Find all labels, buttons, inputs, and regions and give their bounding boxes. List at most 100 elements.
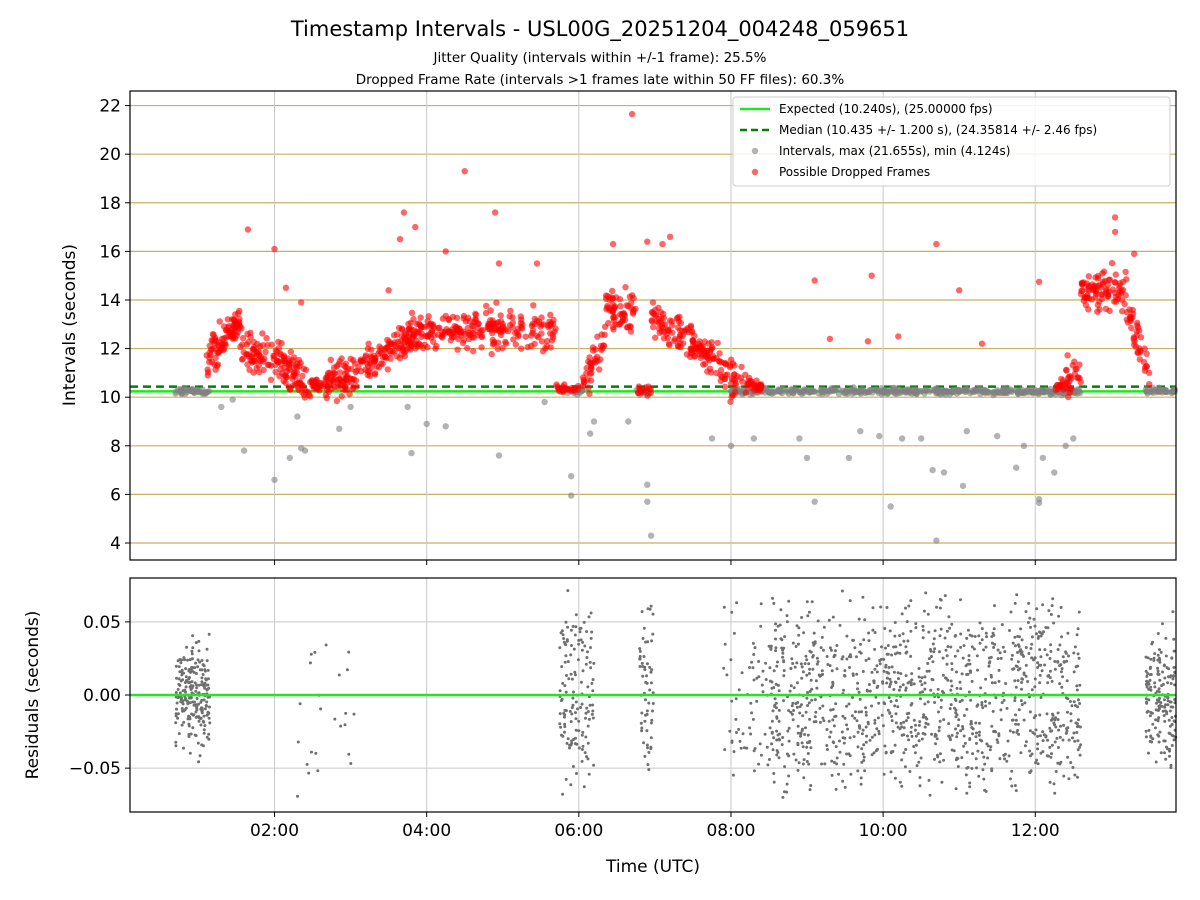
residual-point [815, 656, 819, 660]
residual-point [1069, 719, 1073, 723]
residual-point [1153, 652, 1157, 656]
residual-point [955, 756, 959, 760]
dropped-frame-point [738, 363, 745, 371]
residual-point [864, 706, 868, 710]
dropped-frame-point [1108, 259, 1116, 267]
dropped-frame-point [425, 313, 432, 320]
residual-point [592, 661, 596, 665]
residual-point [879, 605, 883, 609]
residual-point [825, 655, 829, 658]
residual-point [1056, 660, 1060, 663]
residual-point [843, 669, 847, 673]
residual-point [993, 604, 996, 608]
residual-point [587, 615, 591, 619]
dropped-frame-point [299, 372, 306, 380]
residual-point [310, 750, 313, 754]
residual-point [848, 666, 851, 669]
residual-point [179, 661, 183, 665]
residual-point [175, 707, 178, 711]
residual-point [820, 669, 824, 673]
residual-point [1065, 679, 1069, 683]
dropped-frame-point [1103, 286, 1110, 293]
residual-point [1015, 730, 1019, 734]
residual-point [894, 645, 898, 649]
dropped-frame-point [358, 368, 365, 375]
residual-point [1015, 593, 1019, 597]
residual-point [1050, 604, 1054, 608]
dropped-frame-point [689, 337, 696, 344]
residual-point [904, 748, 908, 751]
residual-point [1060, 667, 1064, 671]
residual-point [1075, 684, 1079, 688]
dropped-frame-point [547, 311, 554, 318]
residual-point [796, 743, 800, 747]
residual-point [864, 713, 868, 717]
residual-point [862, 638, 866, 642]
residual-point [914, 626, 918, 630]
residual-point [943, 636, 947, 640]
residual-point [880, 713, 884, 717]
interval-point [1162, 387, 1169, 395]
dropped-frame-point [538, 338, 546, 345]
residual-point [950, 684, 954, 688]
dropped-frame-point [694, 345, 701, 352]
residual-point [194, 703, 198, 707]
residual-point [1073, 739, 1077, 743]
residual-point [812, 643, 816, 647]
residual-point [946, 678, 950, 682]
residual-point [1170, 656, 1174, 660]
residual-point [832, 760, 836, 764]
residual-point [586, 757, 590, 761]
interval-point [1024, 388, 1031, 395]
residual-point [803, 662, 807, 666]
residual-point [826, 748, 829, 751]
residual-point [759, 753, 763, 757]
residual-point [1156, 658, 1160, 662]
residual-point [333, 717, 337, 721]
residual-point [931, 660, 935, 664]
dropped-frame-point [687, 324, 695, 331]
dropped-frame-point [668, 322, 676, 329]
residuals-panel: −0.050.000.05 02:00 04:00 06:00 08:00 10:00 1… [23, 577, 1178, 877]
interval-point [803, 454, 811, 462]
residual-point [831, 682, 835, 686]
residual-point [650, 718, 654, 722]
residual-point [1058, 682, 1062, 686]
dropped-frame-point [390, 332, 398, 339]
residual-point [347, 752, 351, 756]
interval-point [994, 389, 1001, 396]
residual-point [935, 605, 938, 609]
interval-point [1051, 469, 1058, 476]
residual-point [785, 614, 789, 618]
residual-point [194, 710, 198, 714]
residual-point [207, 632, 211, 636]
dropped-frame-point [239, 334, 247, 342]
residual-point [994, 696, 998, 700]
residual-point [855, 719, 859, 723]
dropped-frame-point [247, 333, 254, 341]
dropped-frame-point [644, 392, 651, 399]
interval-point [271, 476, 278, 483]
residual-point [190, 680, 194, 684]
residual-point [585, 630, 589, 634]
residual-point [343, 723, 347, 727]
residual-point [723, 748, 727, 752]
residual-point [877, 732, 881, 736]
residual-point [1161, 622, 1164, 626]
residual-point [566, 737, 570, 741]
interval-point [1013, 464, 1020, 471]
residual-point [806, 733, 810, 737]
dropped-frame-point [583, 370, 590, 377]
residual-point [649, 604, 653, 608]
residual-point [584, 716, 587, 720]
interval-point [811, 498, 818, 505]
residual-point [1017, 708, 1021, 712]
chart-subtitle-jitter: Jitter Quality (intervals within +/-1 fr… [433, 50, 767, 66]
residual-point [1164, 636, 1168, 640]
residual-point [191, 666, 195, 670]
legend-intervals-label: Intervals, max (21.655s), min (4.124s) [779, 144, 1010, 158]
dropped-frame-point [1063, 366, 1070, 373]
residual-point [982, 755, 986, 759]
residual-point [584, 662, 588, 666]
residual-point [968, 633, 972, 637]
